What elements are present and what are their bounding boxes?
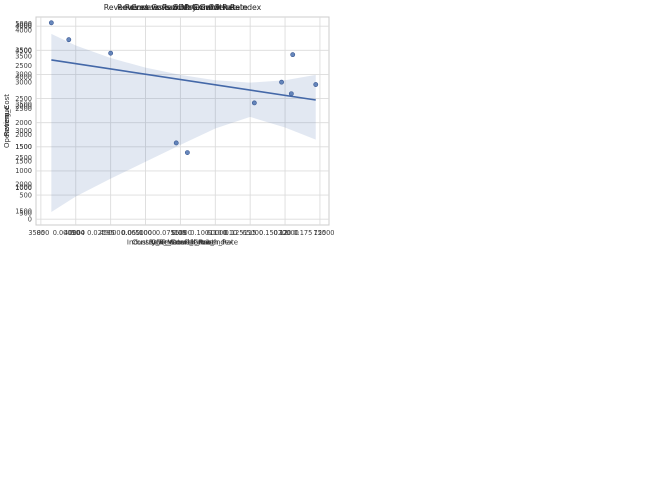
x-axis-label: GDP_Growth_Rate — [151, 239, 214, 247]
x-tick-label: 0.12 — [273, 229, 288, 237]
y-tick-label: 2000 — [15, 103, 32, 111]
x-tick-label: 90 — [72, 229, 80, 237]
x-tick-label: 95 — [106, 229, 114, 237]
y-axis-label: Operating_Cost — [3, 94, 11, 148]
data-point — [66, 37, 72, 43]
x-tick-label: 50000 — [135, 229, 156, 237]
x-tick-label: 45000 — [100, 229, 121, 237]
data-point — [184, 150, 190, 156]
y-tick-label: 3500 — [15, 100, 32, 108]
y-tick-label: 500 — [19, 210, 32, 218]
x-tick-label: 40000 — [64, 229, 85, 237]
y-axis-label: Revenue — [3, 106, 11, 137]
y-tick-label: 1500 — [15, 143, 32, 151]
chart-title: Revenue vs Consumer Confidence Index — [104, 3, 262, 12]
y-tick-label: 1500 — [15, 207, 32, 215]
y-tick-label: 1000 — [15, 167, 32, 175]
y-tick-label: 4500 — [15, 47, 32, 55]
subplot-revenue-vs-consumer-confidence-index: 85 90 95 100 105 110 115 120 125 0 500 1000 1500 2000… — [0, 0, 334, 250]
y-tick-label: 4000 — [15, 74, 32, 82]
y-tick-label: 3500 — [15, 52, 32, 60]
y-tick-label: 2500 — [15, 105, 32, 113]
x-tick-label: 75000 — [314, 229, 334, 237]
y-tick-label: 2500 — [15, 62, 32, 70]
x-axis-label: Consumer_Confidence_Index — [132, 239, 233, 247]
y-tick-label: 1000 — [15, 183, 32, 191]
x-tick-label: 85 — [37, 229, 45, 237]
y-tick-label: 3000 — [15, 71, 32, 79]
x-axis-label: Raw_Material_Price — [149, 239, 216, 247]
y-tick-label: 3500 — [15, 47, 32, 55]
chart-svg: 85 90 95 100 105 110 115 120 1250500100015002000… — [3, 3, 330, 247]
data-point — [48, 20, 54, 26]
data-point — [313, 82, 319, 87]
y-tick-label: 5000 — [15, 20, 32, 28]
y-tick-label: 3000 — [15, 79, 32, 87]
y-tick-label: 2000 — [15, 131, 32, 139]
x-tick-label: 0.075 — [156, 229, 175, 237]
x-tick-label: 100 — [139, 229, 152, 237]
y-tick-label: 2000 — [15, 181, 32, 189]
chart-title: Revenue vs Industry Growth Rate — [117, 3, 248, 12]
y-tick-label: 4000 — [15, 26, 32, 34]
x-tick-label: 0.050 — [121, 229, 140, 237]
x-tick-label: 60000 — [207, 229, 228, 237]
x-tick-label: 65000 — [242, 229, 263, 237]
y-tick-label: 500 — [19, 191, 32, 199]
x-tick-label: 0.08 — [172, 229, 187, 237]
y-tick-label: 3000 — [15, 21, 32, 29]
chart-title: Cost vs Raw Material Price — [131, 3, 234, 12]
data-point — [173, 140, 179, 146]
data-point — [279, 79, 284, 85]
x-tick-label: 0.025 — [87, 229, 106, 237]
y-tick-label: 2500 — [15, 154, 32, 162]
y-tick-label: 0 — [28, 215, 32, 223]
y-tick-label: 1500 — [15, 143, 32, 151]
x-tick-label: 0.125 — [225, 229, 244, 237]
x-tick-label: 0.06 — [121, 229, 136, 237]
confidence-band — [51, 33, 316, 212]
x-tick-label: 120 — [279, 229, 292, 237]
y-tick-label: 2500 — [15, 95, 32, 103]
x-tick-label: 0.100 — [190, 229, 209, 237]
x-tick-label: 0.150 — [259, 229, 278, 237]
x-tick-label: 0.04 — [70, 229, 85, 237]
x-tick-label: 70000 — [278, 229, 299, 237]
y-axis-label: Revenue — [3, 106, 11, 137]
y-tick-label: 1500 — [15, 157, 32, 165]
data-point — [290, 52, 296, 58]
x-tick-label: 0.000 — [53, 229, 72, 237]
x-tick-label: 35000 — [28, 229, 49, 237]
chart-title: Revenue vs GDP Growth Rate — [125, 3, 241, 12]
y-tick-label: 2000 — [15, 119, 32, 127]
x-tick-label: 115 — [244, 229, 257, 237]
data-point — [251, 100, 257, 106]
data-point — [108, 50, 114, 56]
x-tick-label: 110 — [209, 229, 222, 237]
y-tick-label: 1000 — [15, 184, 32, 192]
x-tick-label: 0.175 — [293, 229, 312, 237]
x-tick-label: 55000 — [171, 229, 192, 237]
x-tick-label: 105 — [174, 229, 187, 237]
x-tick-label: 125 — [314, 229, 327, 237]
plot-area — [35, 16, 330, 226]
y-axis-label: Revenue — [3, 106, 11, 137]
regression-line — [51, 59, 316, 101]
y-tick-label: 4000 — [15, 22, 32, 30]
data-point — [288, 91, 294, 97]
x-tick-label: 0.10 — [223, 229, 238, 237]
x-axis-label: Industry_Revenue_Growth_Rate — [127, 239, 238, 247]
y-tick-label: 3000 — [15, 127, 32, 135]
